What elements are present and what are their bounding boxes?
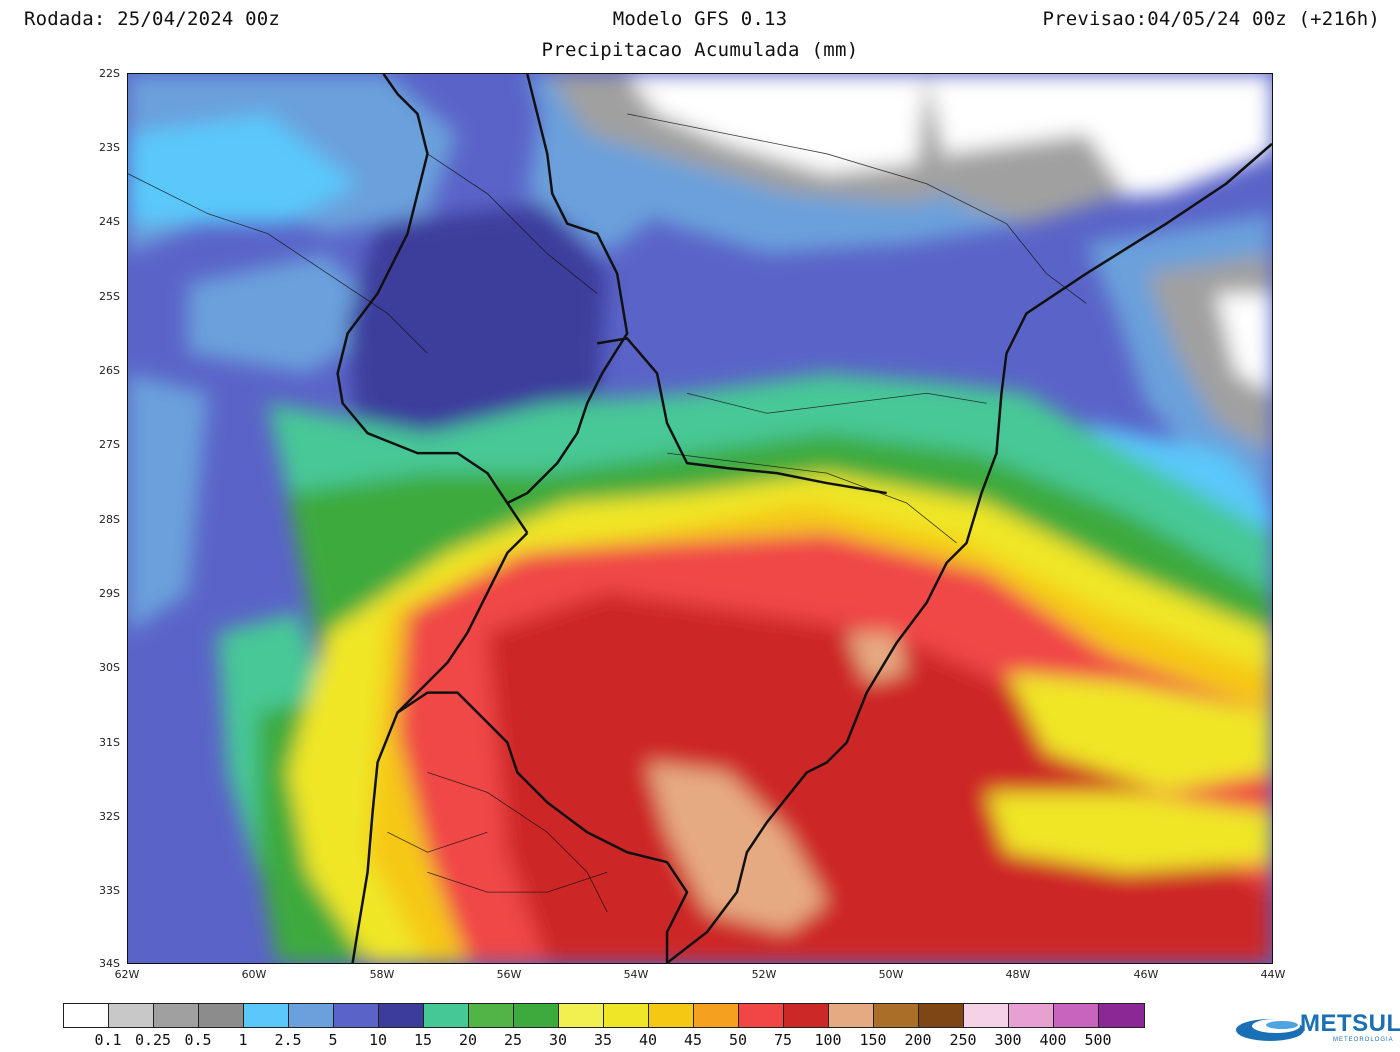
legend-label: 200 — [904, 1031, 932, 1049]
legend-swatch — [1099, 1004, 1144, 1027]
legend-swatch — [829, 1004, 874, 1027]
legend-swatch — [334, 1004, 379, 1027]
legend-swatch — [694, 1004, 739, 1027]
legend-swatch — [649, 1004, 694, 1027]
metsul-logo-icon — [1236, 1019, 1304, 1041]
lat-tick: 28S — [99, 513, 120, 526]
legend-swatch — [244, 1004, 289, 1027]
legend-label: 45 — [683, 1031, 703, 1049]
legend-label: 30 — [548, 1031, 568, 1049]
lat-tick: 32S — [99, 810, 120, 823]
legend-swatch — [1009, 1004, 1054, 1027]
lat-tick: 33S — [99, 884, 120, 897]
lat-tick: 27S — [99, 438, 120, 451]
legend-swatch — [514, 1004, 559, 1027]
lat-tick: 30S — [99, 661, 120, 674]
legend-label: 300 — [994, 1031, 1022, 1049]
legend-label: 1 — [238, 1031, 248, 1049]
legend-label: 0.25 — [134, 1031, 172, 1049]
lat-tick: 34S — [99, 957, 120, 970]
legend-label: 100 — [814, 1031, 842, 1049]
legend-swatch — [559, 1004, 604, 1027]
lon-tick: 48W — [1005, 968, 1031, 981]
lat-tick: 26S — [99, 364, 120, 377]
lon-tick: 52W — [751, 968, 777, 981]
lon-tick: 60W — [241, 968, 267, 981]
lon-tick: 54W — [623, 968, 649, 981]
state-borders — [128, 113, 1087, 913]
legend-label: 20 — [458, 1031, 478, 1049]
legend-swatch — [1054, 1004, 1099, 1027]
lon-tick: 56W — [496, 968, 522, 981]
legend-label: 35 — [593, 1031, 613, 1049]
lon-tick: 46W — [1133, 968, 1159, 981]
lon-tick: 62W — [114, 968, 140, 981]
lat-tick: 29S — [99, 587, 120, 600]
lat-tick: 24S — [99, 215, 120, 228]
legend-label: 40 — [638, 1031, 658, 1049]
lon-tick: 44W — [1260, 968, 1286, 981]
lat-tick: 23S — [99, 141, 120, 154]
legend-label: 2.5 — [274, 1031, 302, 1049]
metsul-logo-text: METSUL — [1300, 1010, 1400, 1037]
legend-label: 400 — [1039, 1031, 1067, 1049]
legend-swatch — [289, 1004, 334, 1027]
legend-swatch — [379, 1004, 424, 1027]
lat-tick: 22S — [99, 67, 120, 80]
legend-swatch — [874, 1004, 919, 1027]
lon-tick: 58W — [369, 968, 395, 981]
legend-swatch — [109, 1004, 154, 1027]
color-legend — [63, 1003, 1145, 1028]
country-borders — [336, 74, 1272, 963]
legend-swatch — [199, 1004, 244, 1027]
legend-swatch — [424, 1004, 469, 1027]
legend-label: 75 — [773, 1031, 793, 1049]
legend-swatch — [604, 1004, 649, 1027]
legend-label: 10 — [368, 1031, 388, 1049]
legend-label: 250 — [949, 1031, 977, 1049]
legend-label: 0.1 — [94, 1031, 122, 1049]
legend-swatch — [739, 1004, 784, 1027]
legend-swatch — [784, 1004, 829, 1027]
metsul-logo-subtext: METEOROLOGIA — [1333, 1037, 1394, 1043]
legend-label: 50 — [728, 1031, 748, 1049]
forecast-date-label: Previsao:04/05/24 00z (+216h) — [1042, 8, 1380, 30]
legend-swatch — [64, 1004, 109, 1027]
legend-label: 500 — [1084, 1031, 1112, 1049]
legend-swatch — [919, 1004, 964, 1027]
legend-label: 150 — [859, 1031, 887, 1049]
lat-tick: 25S — [99, 290, 120, 303]
legend-swatch — [469, 1004, 514, 1027]
legend-swatch — [964, 1004, 1009, 1027]
run-date-label: Rodada: 25/04/2024 00z — [24, 8, 281, 30]
model-title: Modelo GFS 0.13 — [612, 8, 788, 30]
map-subtitle: Precipitacao Acumulada (mm) — [541, 39, 859, 61]
legend-swatch — [154, 1004, 199, 1027]
lat-tick: 31S — [99, 736, 120, 749]
precipitation-field — [128, 74, 1272, 963]
legend-label: 15 — [413, 1031, 433, 1049]
lon-tick: 50W — [878, 968, 904, 981]
legend-label: 25 — [503, 1031, 523, 1049]
legend-label: 0.5 — [184, 1031, 212, 1049]
legend-label: 5 — [328, 1031, 338, 1049]
precipitation-map — [127, 73, 1273, 964]
